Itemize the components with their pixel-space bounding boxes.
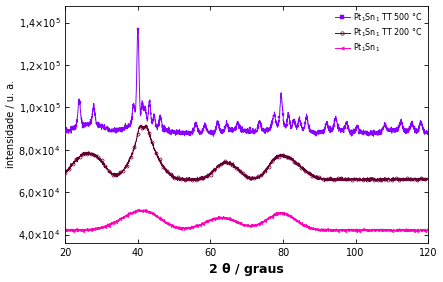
Legend: Pt$_1$Sn$_1$ TT 500 °C, Pt$_1$Sn$_1$ TT 200 °C, Pt$_1$Sn$_1$: Pt$_1$Sn$_1$ TT 500 °C, Pt$_1$Sn$_1$ TT … — [334, 10, 424, 56]
Y-axis label: intensidade / u. a.: intensidade / u. a. — [6, 80, 16, 168]
X-axis label: 2 θ / graus: 2 θ / graus — [210, 263, 284, 276]
